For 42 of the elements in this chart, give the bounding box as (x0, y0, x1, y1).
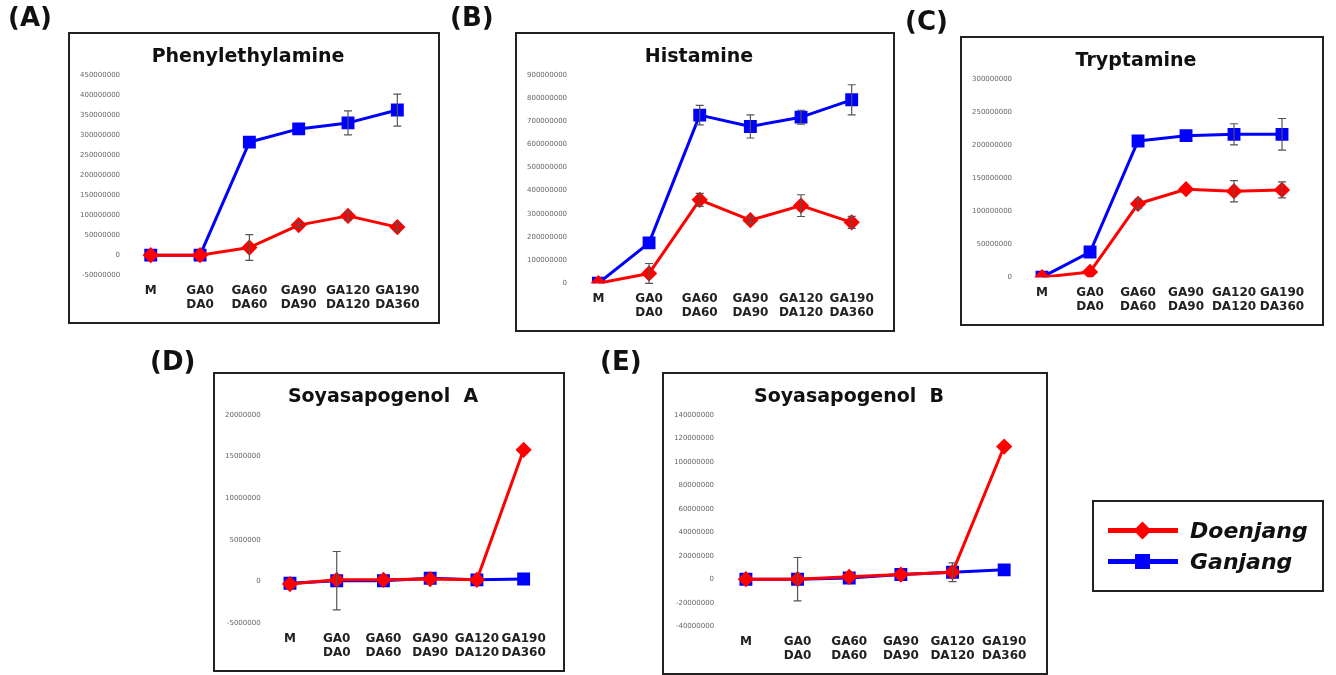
x-tick-label: GA190 DA360 (375, 282, 420, 311)
x-tick-label: GA90 DA90 (1168, 284, 1205, 313)
x-tick-label: GA120 DA120 (778, 290, 824, 319)
x-tick-label: GA120 DA120 (930, 633, 975, 662)
legend-label: Doenjang (1190, 518, 1308, 543)
x-tick-label: GA0 DA0 (783, 633, 812, 662)
x-tick-label: GA60 DA60 (681, 290, 718, 319)
x-tick-label: GA90 DA90 (732, 290, 769, 319)
x-tick-label: GA190 DA360 (501, 630, 546, 659)
x-tick-label: GA0 DA0 (635, 290, 663, 319)
chart-title: Soyasapogenol B (753, 384, 945, 407)
x-tick-label: GA0 DA0 (1076, 284, 1104, 313)
text: (B) (450, 2, 494, 32)
chart-title: Histamine (644, 44, 754, 67)
x-tick-label: GA90 DA90 (882, 633, 919, 662)
text: (D) (150, 346, 196, 376)
text: (E) (600, 346, 642, 376)
x-tick-label: GA120 DA120 (325, 282, 371, 311)
x-tick-label: GA190 DA360 (1259, 284, 1305, 313)
x-tick-label: M (284, 630, 296, 645)
text: (A) (8, 2, 52, 32)
x-tick-label: GA120 DA120 (454, 630, 500, 659)
x-tick-label: GA190 DA360 (982, 633, 1027, 662)
x-tick-label: GA0 DA0 (322, 630, 351, 659)
text: (C) (905, 6, 948, 36)
x-tick-label: GA60 DA60 (231, 282, 268, 311)
x-tick-label: M (592, 290, 605, 305)
x-tick-label: M (739, 633, 752, 648)
x-tick-label: GA60 DA60 (1120, 284, 1157, 313)
x-tick-label: GA120 DA120 (1211, 284, 1257, 313)
x-tick-label: M (1036, 284, 1049, 299)
x-tick-label: GA190 DA360 (829, 290, 874, 319)
x-tick-label: GA60 DA60 (365, 630, 402, 659)
chart-title: Soyasapogenol A (287, 384, 479, 407)
x-tick-label: GA90 DA90 (412, 630, 449, 659)
x-tick-label: GA90 DA90 (280, 282, 317, 311)
x-tick-label: GA0 DA0 (186, 282, 214, 311)
chart-title: Tryptamine (1075, 48, 1197, 71)
x-tick-label: M (144, 282, 157, 297)
x-tick-label: GA60 DA60 (831, 633, 868, 662)
chart-title: Phenylethylamine (151, 44, 345, 67)
legend-label: Ganjang (1190, 549, 1293, 574)
